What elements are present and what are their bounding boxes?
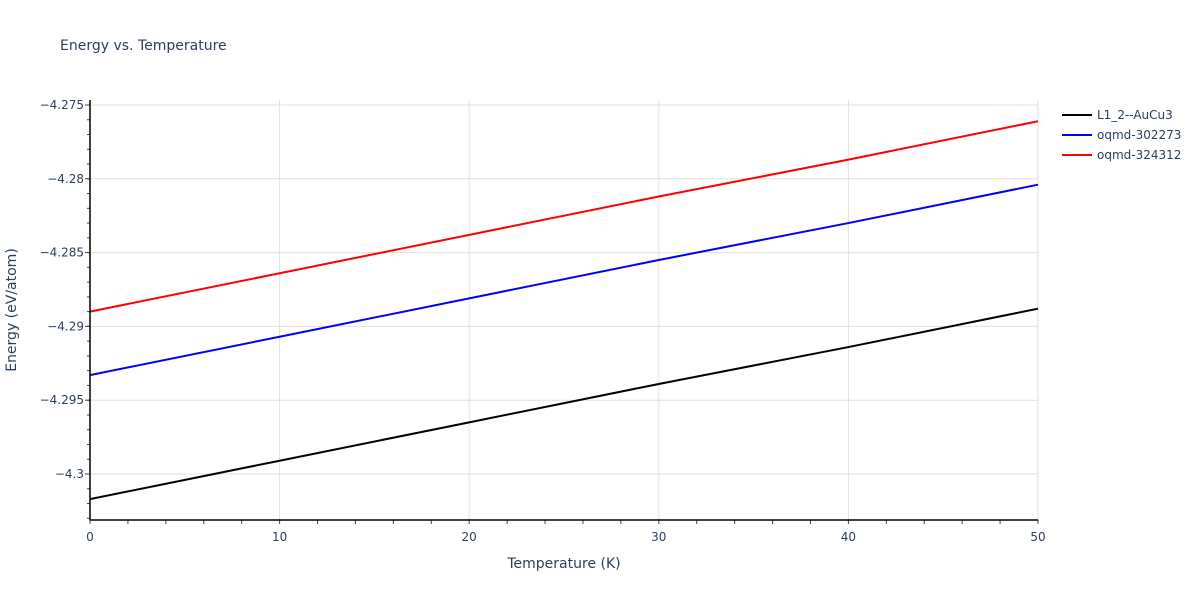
legend-item[interactable]: oqmd-324312 xyxy=(1062,148,1181,162)
y-axis-title: Energy (eV/atom) xyxy=(4,248,20,372)
grid-lines xyxy=(90,100,1039,520)
chart-title: Energy vs. Temperature xyxy=(60,38,227,54)
x-axis-title: Temperature (K) xyxy=(506,556,620,572)
x-tick-label: 20 xyxy=(462,530,477,544)
x-tick-label: 0 xyxy=(86,530,94,544)
x-tick-label: 10 xyxy=(272,530,287,544)
legend-label: oqmd-324312 xyxy=(1097,148,1181,162)
legend-label: oqmd-302273 xyxy=(1097,128,1181,142)
series-line[interactable] xyxy=(89,120,1039,313)
y-tick-label: −4.275 xyxy=(40,98,84,112)
legend-item[interactable]: L1_2--AuCu3 xyxy=(1062,108,1173,122)
y-tick-label: −4.295 xyxy=(40,393,84,407)
x-tick-label: 30 xyxy=(651,530,666,544)
x-tick-label: 50 xyxy=(1030,530,1045,544)
plot-area[interactable] xyxy=(89,120,1039,501)
legend[interactable]: L1_2--AuCu3 oqmd-302273 oqmd-324312 xyxy=(1062,108,1181,162)
series-line[interactable] xyxy=(89,307,1039,501)
y-tick-label: −4.29 xyxy=(47,319,84,333)
x-tick-label: 40 xyxy=(841,530,856,544)
legend-label: L1_2--AuCu3 xyxy=(1097,108,1173,122)
y-tick-label: −4.28 xyxy=(47,172,84,186)
y-tick-label: −4.285 xyxy=(40,246,84,260)
series-line[interactable] xyxy=(89,183,1039,377)
legend-item[interactable]: oqmd-302273 xyxy=(1062,128,1181,142)
axes: 0 10 20 30 40 50 −4.275 −4.28 −4.285 −4.29 −4.295 −… xyxy=(40,98,1046,544)
y-tick-label: −4.3 xyxy=(55,467,84,481)
